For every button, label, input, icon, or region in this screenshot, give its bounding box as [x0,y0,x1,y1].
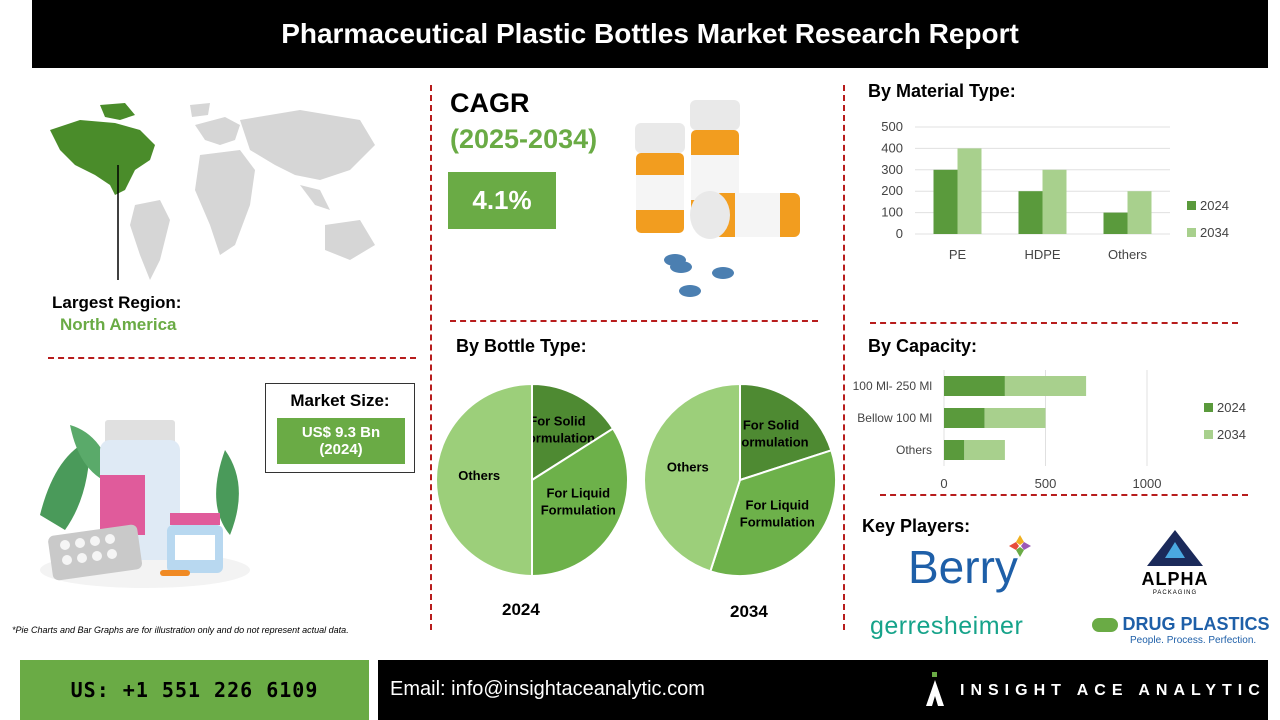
pie-slice [531,427,629,578]
brand-logo-icon [926,672,944,706]
bar-2024 [944,440,965,460]
drug-plastics-logo-text: DRUG PLASTICS [1122,614,1270,634]
pie-label: For Solid Formulation [520,414,595,446]
market-size-label: Market Size: [290,391,390,410]
legend-swatch [1204,403,1213,412]
y-tick-label: 500 [881,119,903,134]
bar-2024 [1103,212,1128,234]
pill-bottles-illustration [635,100,800,297]
berry-logo-text: Berry [908,541,1018,593]
footer-bar [378,660,1268,720]
north-america-shape [50,120,155,195]
x-tick-label: 0 [940,476,947,491]
y-tick-label: 300 [881,162,903,177]
divider-capacity [880,494,1248,496]
divider-left [430,85,432,630]
alpha-logo: ALPHA PACKAGING [1130,528,1220,596]
x-tick-label: HDPE [1024,247,1060,262]
disclaimer-note: *Pie Charts and Bar Graphs are for illus… [12,625,349,635]
players-title: Key Players: [862,516,971,536]
legend-label: 2034 [1200,225,1229,240]
medicine-illustration [40,420,250,588]
pie-2024-year: 2024 [502,600,540,619]
alpha-logo-text: ALPHA [1141,569,1209,589]
bar-2024 [933,169,958,234]
gerresheimer-logo: gerresheimer [870,612,1024,640]
pie-chart-2034: For Solid Formulation For Liquid Formulatio… [643,382,837,577]
market-size-value: US$ 9.3 Bn (2024) [277,418,405,464]
y-tick-label: 100 Ml- 250 Ml [853,379,932,393]
x-tick-label: PE [949,247,967,262]
bar-2034 [1127,191,1152,234]
divider-region [48,357,416,359]
pie-slice [435,382,533,578]
bar-2034 [984,408,1046,428]
pie-slice [643,382,741,573]
bar-2034 [957,148,982,234]
bar-2034 [1042,169,1067,234]
divider-right [843,85,845,630]
largest-region-label: Largest Region: [52,293,182,312]
pie-slice [531,382,615,482]
x-tick-label: Others [1108,247,1148,262]
pie-slice [739,382,833,482]
cagr-value: 4.1% [448,172,556,229]
pie-label: For Solid Formulation [733,417,808,449]
pie-label: Others [667,460,709,475]
bar-2024 [944,376,1005,396]
pie-label: Others [458,468,500,483]
y-tick-label: 400 [881,140,903,155]
material-title: By Material Type: [868,81,1016,101]
capacity-title: By Capacity: [868,336,978,356]
x-tick-label: 500 [1035,476,1057,491]
world-map [50,103,375,280]
berry-diamond-icon [1009,535,1031,557]
bar-2034 [964,440,1005,460]
pie-2034-year: 2034 [730,602,768,621]
legend-label: 2034 [1217,427,1246,442]
drug-plastics-badge-icon [1092,617,1118,632]
y-tick-label: Others [896,443,932,457]
legend-swatch [1187,201,1196,210]
email-contact[interactable]: Email: info@insightaceanalytic.com [390,678,705,700]
cagr-label: CAGR [450,88,530,118]
alpha-triangle-icon [1147,530,1203,566]
bar-2024 [944,408,985,428]
pie-slice [709,449,837,577]
alpha-logo-subtext: PACKAGING [1152,590,1198,596]
y-tick-label: 0 [896,226,903,241]
berry-logo: Berry [908,535,1031,594]
legend-label: 2024 [1217,400,1246,415]
divider-material [870,322,1238,324]
material-bar-chart: 0 100 200 300 400 500 PE HDPE Others 2024 2034 [881,119,1229,262]
drug-plastics-tagline: People. Process. Perfection. [1130,635,1257,646]
capacity-bar-chart: 0 500 1000 100 Ml- 250 Ml Bellow 100 Ml Other… [853,370,1246,491]
cagr-period: (2025-2034) [450,124,598,154]
drug-plastics-logo: DRUG PLASTICS People. Process. Perfectio… [1092,614,1272,646]
brand-name: INSIGHT ACE ANALYTIC [960,682,1266,699]
report-title: Pharmaceutical Plastic Bottles Market Re… [32,0,1268,68]
pie-label: For Liquid Formulation [740,497,815,529]
legend-swatch [1204,430,1213,439]
y-tick-label: 200 [881,183,903,198]
largest-region-value: North America [60,315,177,334]
bar-2034 [1004,376,1087,396]
phone-contact[interactable]: US: +1 551 226 6109 [20,660,369,720]
legend-swatch [1187,228,1196,237]
divider-cagr [450,320,818,322]
y-tick-label: 100 [881,205,903,220]
bottle-title: By Bottle Type: [456,336,587,356]
legend-label: 2024 [1200,198,1229,213]
market-size-card: Market Size: US$ 9.3 Bn (2024) [265,383,415,473]
pie-label: For Liquid Formulation [541,485,616,517]
y-tick-label: Bellow 100 Ml [857,411,932,425]
x-tick-label: 1000 [1133,476,1162,491]
bar-2024 [1018,191,1043,234]
pie-chart-2024: For Solid Formulation For Liquid Formulatio… [435,382,629,578]
